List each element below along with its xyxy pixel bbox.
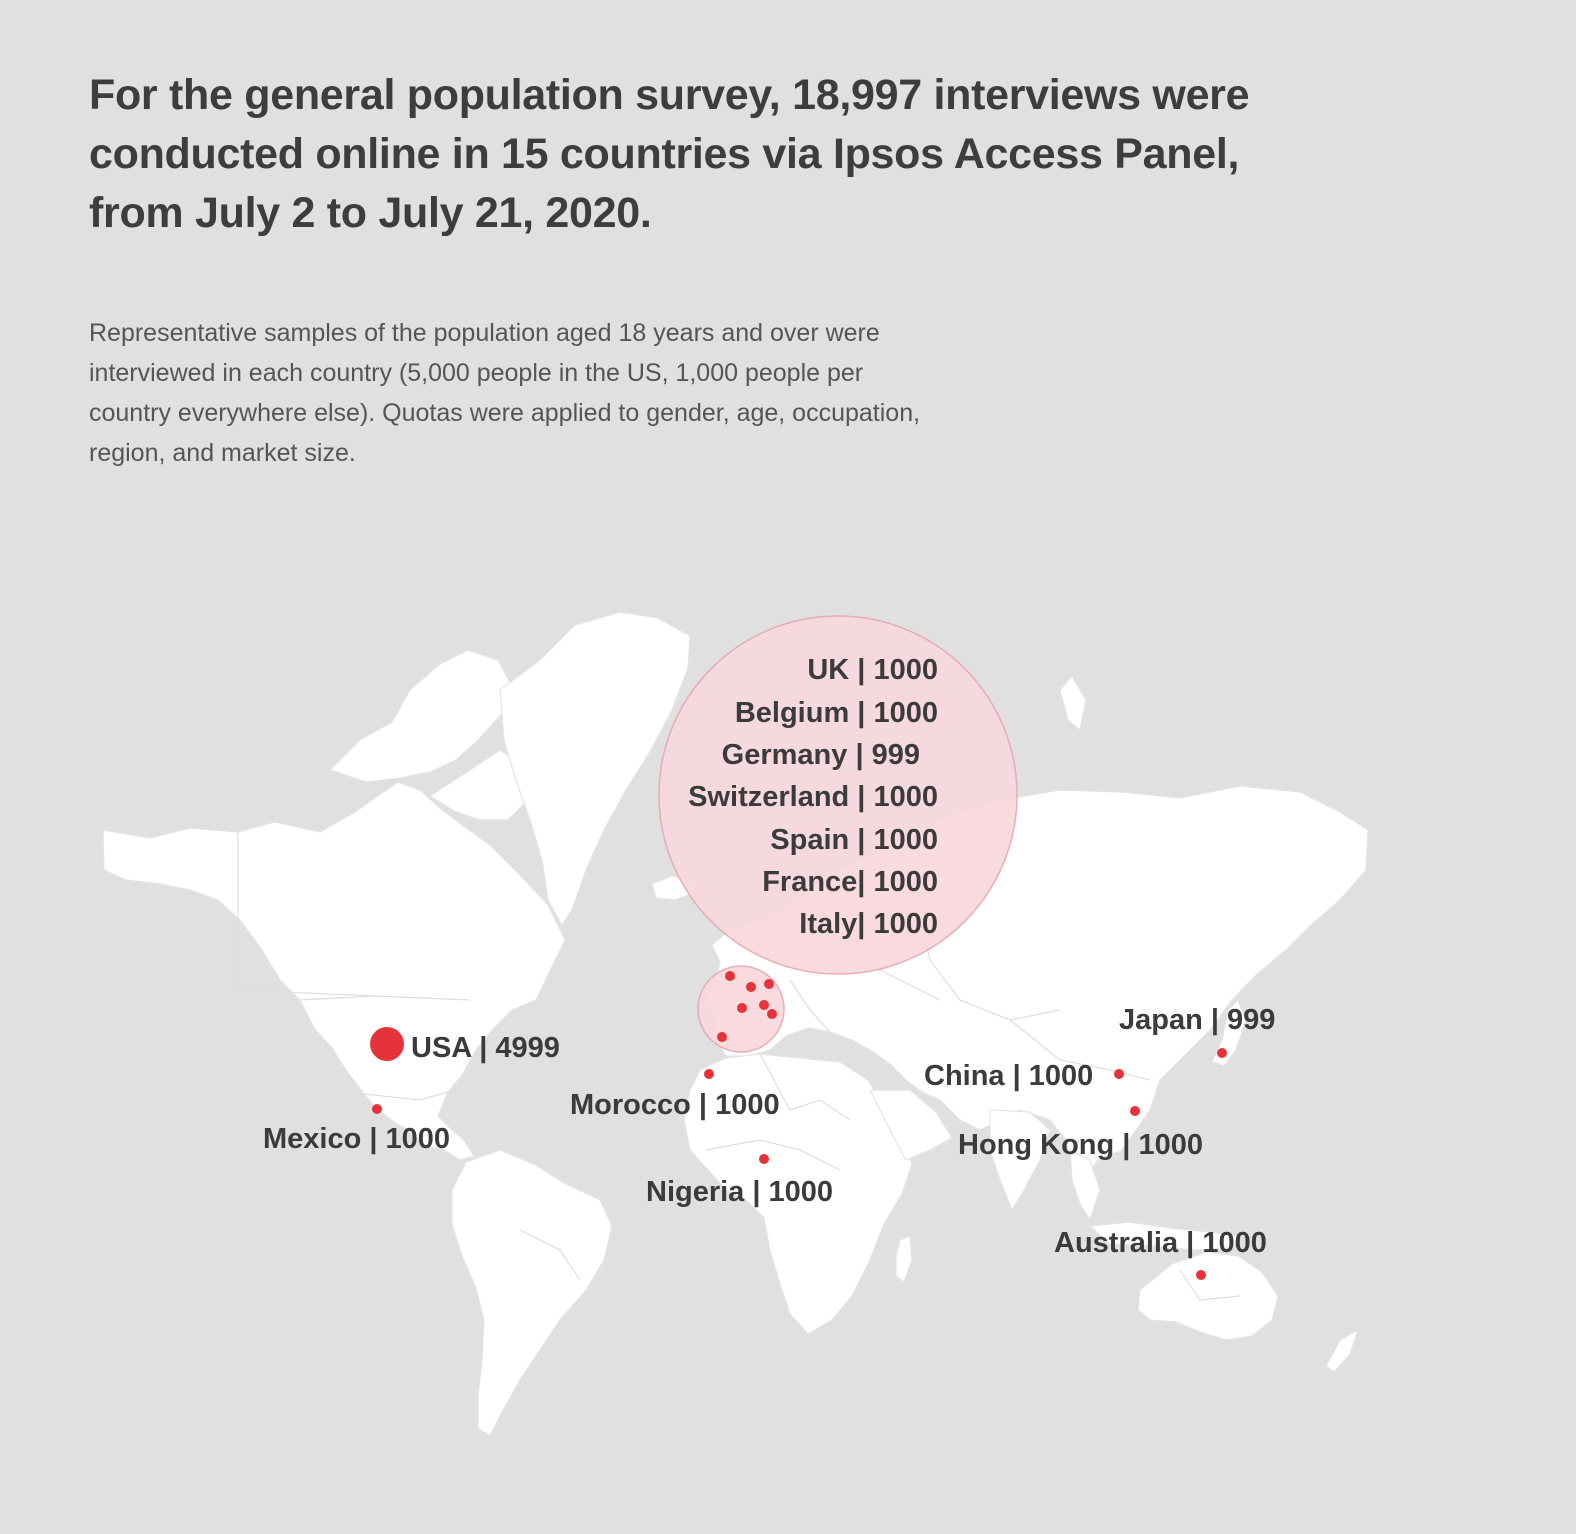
label-nigeria: Nigeria | 1000 — [646, 1176, 833, 1208]
land-arabia — [869, 1089, 953, 1161]
label-usa: USA | 4999 — [411, 1032, 560, 1064]
description-line: country everywhere else). Quotas were ap… — [89, 399, 921, 427]
marker-belgium — [746, 982, 756, 992]
marker-australia — [1196, 1270, 1206, 1280]
label-china: China | 1000 — [924, 1060, 1093, 1092]
europe-label-italy: Italy| 1000 — [799, 908, 938, 940]
marker-nigeria — [759, 1154, 769, 1164]
marker-italy — [767, 1009, 777, 1019]
europe-label-france: France| 1000 — [762, 866, 938, 898]
europe-label-uk: UK | 1000 — [807, 654, 938, 686]
europe-label-germany: Germany | 999 — [722, 739, 920, 771]
land-layer — [102, 611, 1369, 1437]
label-japan: Japan | 999 — [1119, 1004, 1275, 1036]
marker-germany — [764, 979, 774, 989]
europe-labels: UK | 1000 Belgium | 1000 Germany | 999 S… — [688, 654, 938, 940]
land-madagascar — [895, 1235, 913, 1283]
description-line: Representative samples of the population… — [89, 319, 880, 347]
europe-callout-bubble — [658, 615, 1018, 975]
marker-mexico — [372, 1104, 382, 1114]
land-greenland — [499, 611, 691, 927]
marker-china — [1114, 1069, 1124, 1079]
land-novaya-zemlya — [1059, 674, 1087, 732]
country-labels: USA | 4999 Mexico | 1000 Morocco | 1000 … — [263, 1004, 1275, 1259]
marker-usa — [370, 1027, 404, 1061]
land-australia — [1137, 1251, 1279, 1341]
marker-switzerland — [759, 1000, 769, 1010]
description-line: interviewed in each country (5,000 peopl… — [89, 359, 864, 387]
marker-hong-kong — [1130, 1106, 1140, 1116]
marker-japan — [1217, 1048, 1227, 1058]
label-australia: Australia | 1000 — [1054, 1227, 1267, 1259]
marker-france — [737, 1003, 747, 1013]
land-africa — [683, 1053, 913, 1335]
title-line: from July 2 to July 21, 2020. — [89, 189, 652, 237]
europe-label-belgium: Belgium | 1000 — [735, 697, 938, 729]
land-north-america — [102, 781, 566, 1161]
page-title: For the general population survey, 18,99… — [89, 66, 1369, 243]
land-south-america — [451, 1149, 613, 1437]
europe-label-spain: Spain | 1000 — [770, 824, 938, 856]
marker-morocco — [704, 1069, 714, 1079]
europe-dots — [717, 971, 777, 1042]
marker-spain — [717, 1032, 727, 1042]
label-mexico: Mexico | 1000 — [263, 1123, 450, 1155]
marker-uk — [725, 971, 735, 981]
description-line: region, and market size. — [89, 439, 356, 467]
land-new-zealand — [1325, 1328, 1360, 1373]
land-southeast-asia — [1069, 1148, 1101, 1222]
land-india — [989, 1109, 1051, 1212]
land-indonesia — [1088, 1221, 1242, 1251]
label-morocco: Morocco | 1000 — [570, 1089, 780, 1121]
label-hong-kong: Hong Kong | 1000 — [958, 1129, 1203, 1161]
title-line: For the general population survey, 18,99… — [89, 71, 1250, 119]
title-line: conducted online in 15 countries via Ips… — [89, 130, 1240, 178]
europe-label-switzerland: Switzerland | 1000 — [688, 781, 938, 813]
country-markers — [370, 1027, 1227, 1280]
description: Representative samples of the population… — [89, 313, 989, 473]
